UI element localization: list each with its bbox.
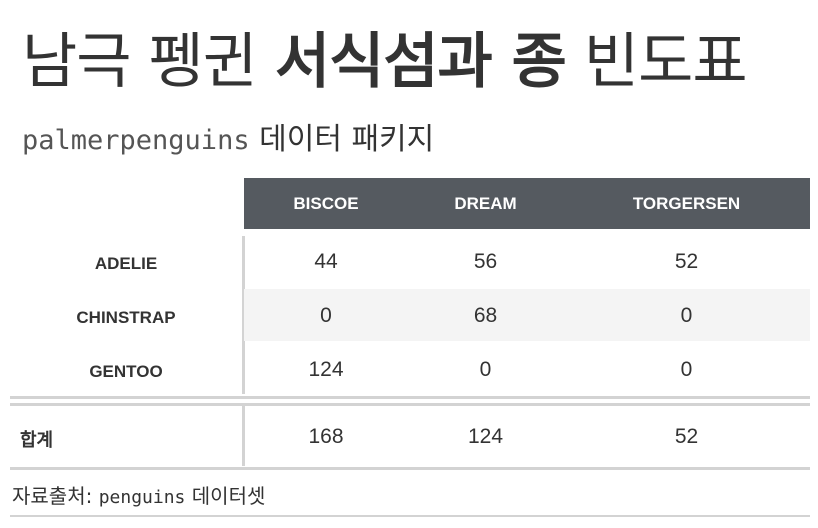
summary-label: 합계 xyxy=(20,430,54,451)
source-prefix: 자료출처: xyxy=(12,484,99,508)
frequency-table: BISCOE DREAM TORGERSEN ADELIE 44 56 52 C… xyxy=(10,178,810,518)
table-cell: 0 xyxy=(479,358,492,381)
column-header-dream: DREAM xyxy=(454,194,517,213)
row-label-gentoo: GENTOO xyxy=(89,362,163,381)
summary-rule-top xyxy=(10,396,810,399)
source-suffix: 데이터셋 xyxy=(185,484,266,508)
column-header-torgersen: TORGERSEN xyxy=(632,194,741,213)
table-bottom-rule xyxy=(10,467,810,470)
table-cell: 0 xyxy=(680,358,693,381)
footer-rule xyxy=(10,515,810,517)
summary-rule-bottom xyxy=(10,403,810,406)
title-text-1: 남극 펭귄 xyxy=(22,27,275,97)
column-header-biscoe: BISCOE xyxy=(293,194,359,213)
table-cell: 124 xyxy=(308,358,344,381)
row-label-adelie: ADELIE xyxy=(94,254,158,273)
table-cell: 44 xyxy=(314,250,338,273)
title-text-bold: 서식섬과 종 xyxy=(274,27,567,97)
table-cell: 68 xyxy=(473,304,498,327)
page-title: 남극 펭귄 서식섬과 종 빈도표 xyxy=(22,22,748,102)
summary-cell: 124 xyxy=(467,425,504,448)
subtitle: palmerpenguins 데이터 패키지 xyxy=(22,118,434,163)
subtitle-code: palmerpenguins xyxy=(22,125,250,156)
column-header-band xyxy=(244,178,810,229)
source-code: penguins xyxy=(98,487,186,508)
table-cell: 52 xyxy=(674,250,699,273)
row-stripe xyxy=(244,289,810,341)
subtitle-text: 데이터 패키지 xyxy=(249,122,435,157)
summary-cell: 168 xyxy=(308,425,344,448)
table-cell: 0 xyxy=(680,304,693,327)
table-cell: 56 xyxy=(473,250,498,273)
row-label-chinstrap: CHINSTRAP xyxy=(76,308,176,327)
source-note: 자료출처: penguins 데이터셋 xyxy=(12,482,265,512)
summary-stub-divider xyxy=(242,406,245,466)
stub-divider xyxy=(242,236,245,394)
table-cell: 0 xyxy=(320,304,332,327)
summary-cell: 52 xyxy=(674,425,699,448)
title-text-3: 빈도표 xyxy=(565,27,748,97)
